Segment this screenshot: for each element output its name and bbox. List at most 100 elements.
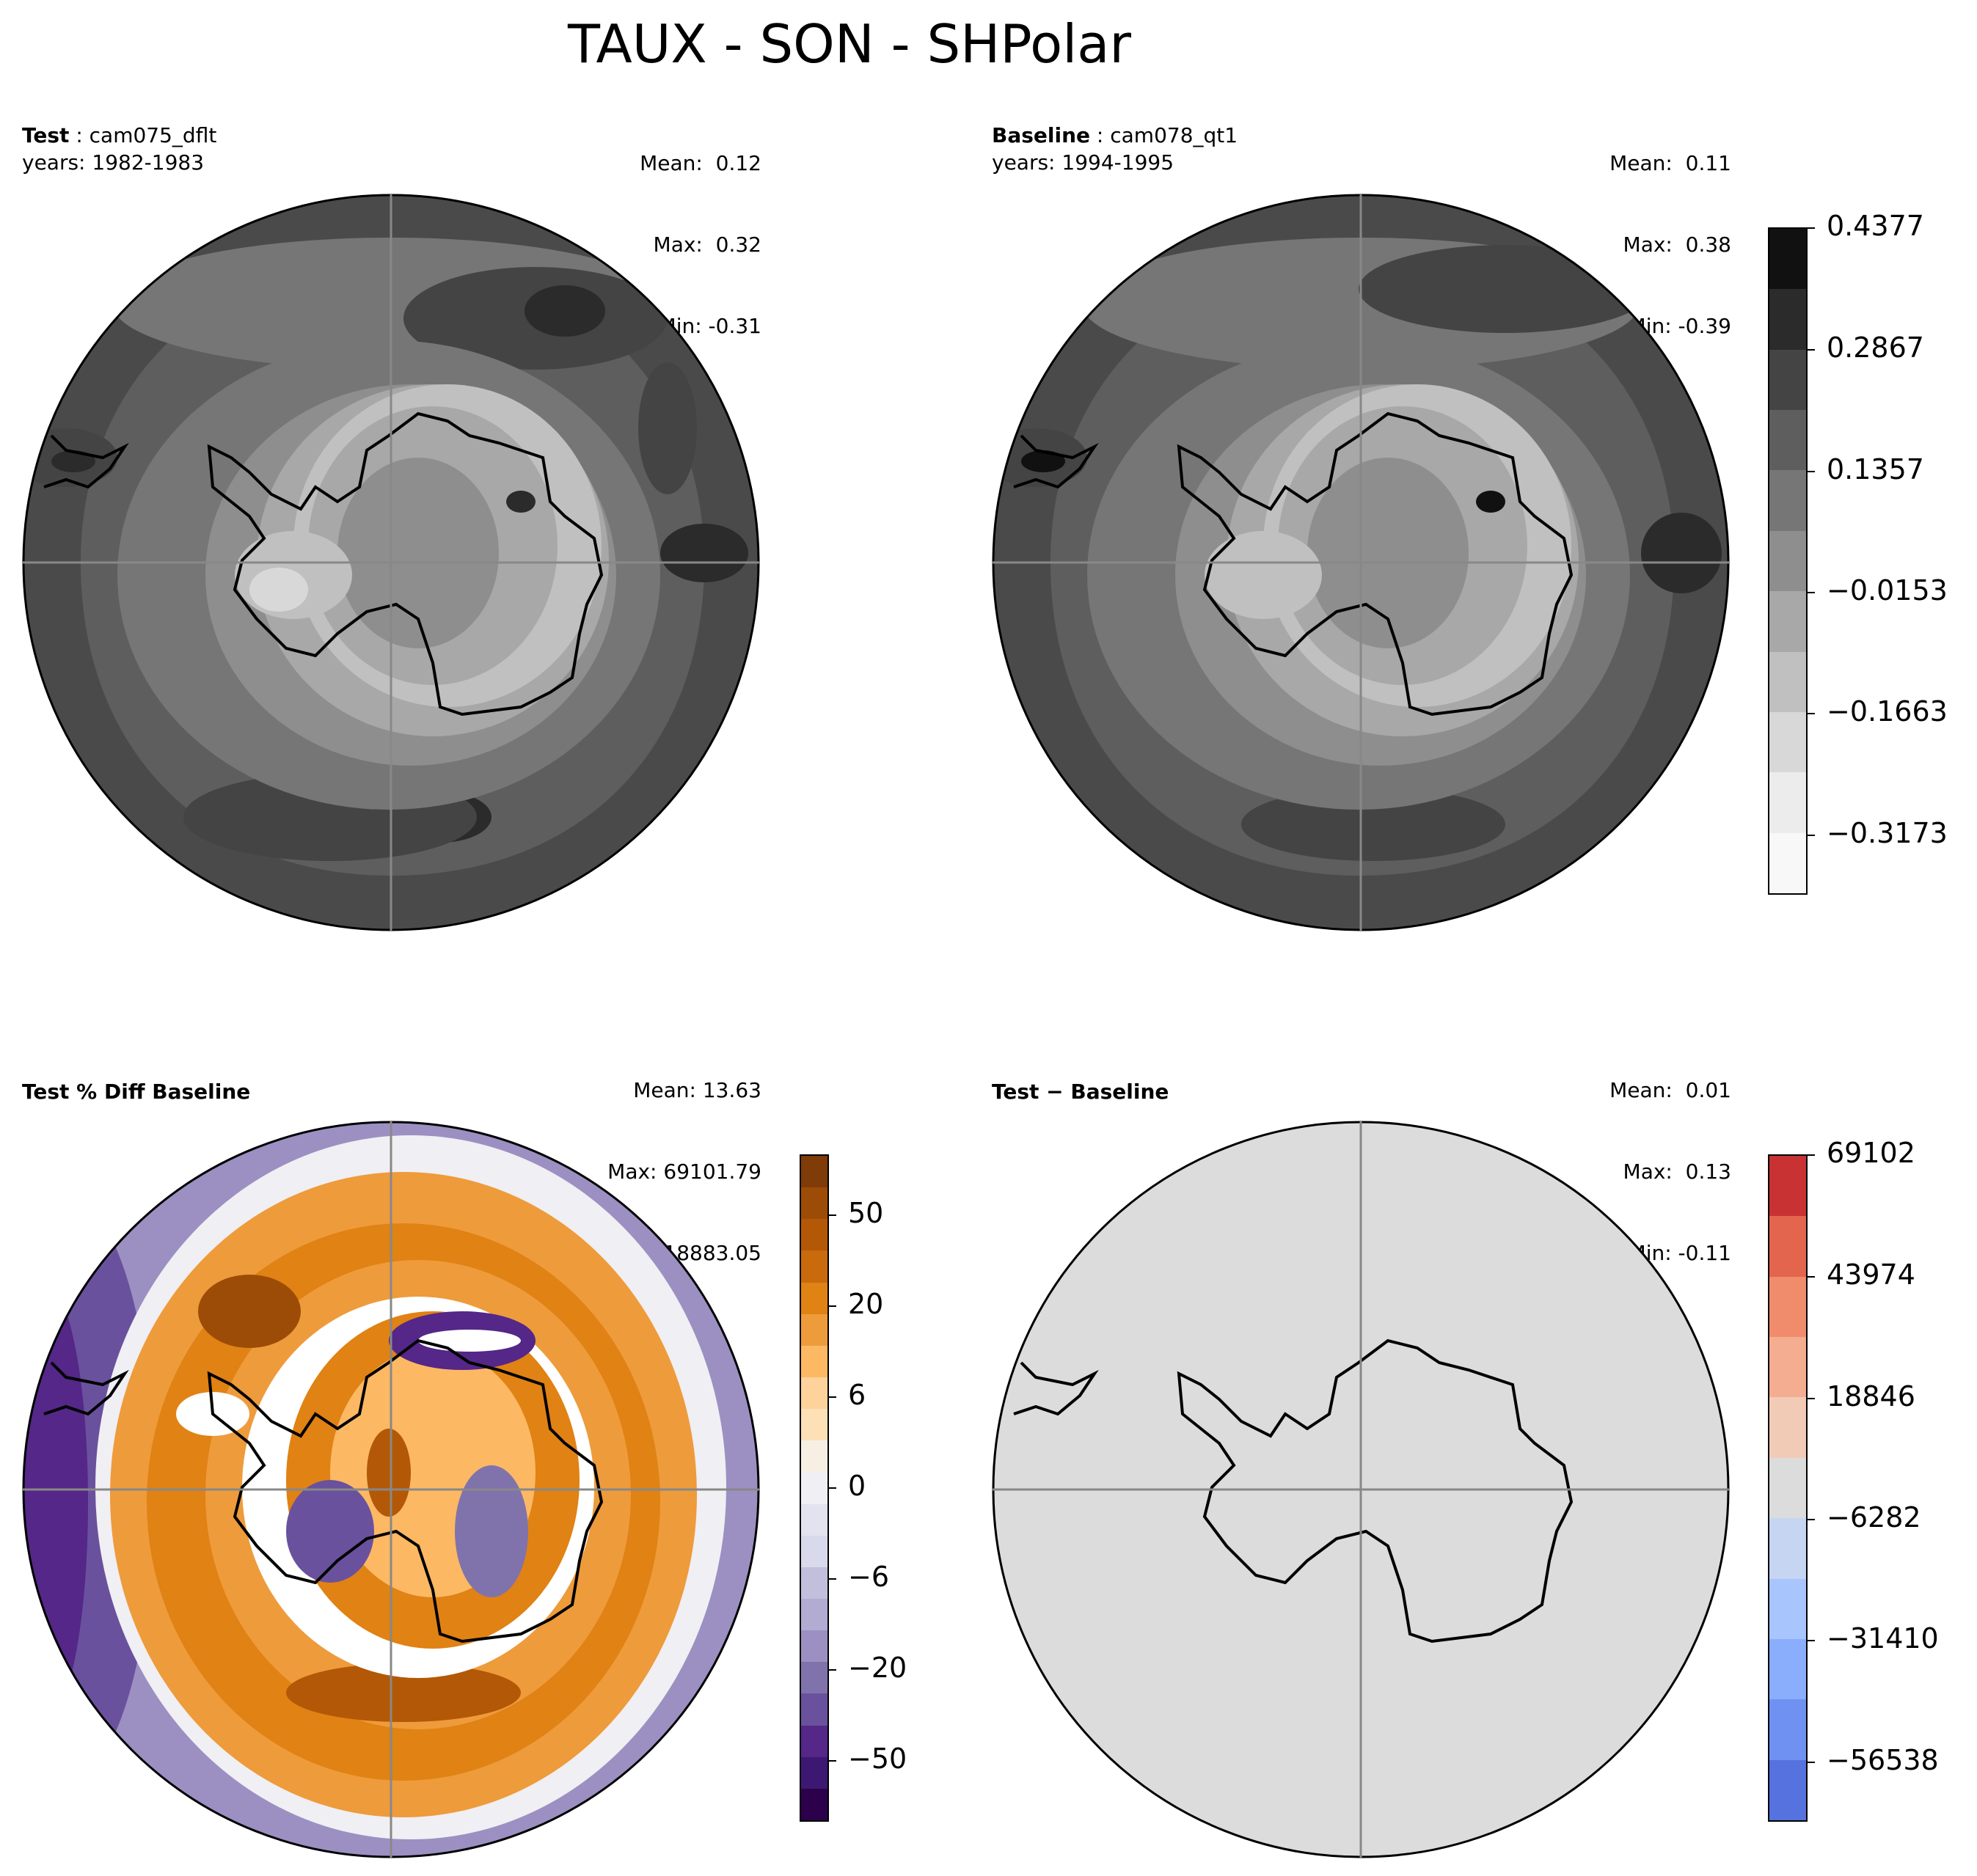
gray-colorbar-band: [1769, 349, 1806, 411]
gray-colorbar-tick-mark: [1808, 349, 1815, 351]
puor-colorbar-band: [801, 1598, 827, 1631]
gray-colorbar-band: [1769, 289, 1806, 350]
coolwarm-colorbar-band: [1769, 1457, 1806, 1519]
coolwarm-colorbar-band: [1769, 1759, 1806, 1820]
gray-colorbar-band: [1769, 470, 1806, 531]
gray-colorbar-tick-mark: [1808, 471, 1815, 472]
baseline-mean: Mean: 0.11: [1609, 151, 1731, 175]
puor-colorbar-tick-mark: [829, 1305, 836, 1307]
puor-colorbar-tick-mark: [829, 1578, 836, 1580]
gray-colorbar-tick-label: 0.4377: [1827, 210, 1924, 242]
gray-colorbar-band: [1769, 832, 1806, 893]
south-america-tip: [43, 434, 129, 489]
puor-colorbar-band: [801, 1282, 827, 1314]
pctdiff-max: Max: 69101.79: [607, 1159, 761, 1184]
coolwarm-colorbar-band: [1769, 1276, 1806, 1338]
puor-colorbar-band: [801, 1345, 827, 1377]
puor-colorbar-band: [801, 1313, 827, 1346]
puor-colorbar-tick-label: 20: [848, 1288, 884, 1320]
puor-colorbar-band: [801, 1662, 827, 1694]
puor-colorbar-tick-label: −20: [848, 1652, 907, 1684]
coolwarm-colorbar: [1768, 1154, 1808, 1822]
puor-colorbar-tick-mark: [829, 1396, 836, 1398]
test-mean: Mean: 0.12: [640, 151, 761, 175]
gray-colorbar-tick-label: 0.1357: [1827, 453, 1924, 486]
test-map: [22, 194, 760, 931]
puor-colorbar-band: [801, 1535, 827, 1567]
puor-colorbar-band: [801, 1725, 827, 1757]
puor-colorbar-band: [801, 1693, 827, 1726]
puor-colorbar-band: [801, 1630, 827, 1663]
puor-colorbar-band: [801, 1187, 827, 1220]
coolwarm-colorbar-tick-mark: [1808, 1154, 1815, 1156]
gray-colorbar-tick-mark: [1808, 835, 1815, 836]
baseline-map: [992, 194, 1730, 931]
puor-colorbar-band: [801, 1567, 827, 1599]
pctdiff-label-bold: Test % Diff Baseline: [22, 1080, 251, 1104]
puor-colorbar-band: [801, 1756, 827, 1789]
puor-colorbar-tick-label: −50: [848, 1743, 907, 1775]
gray-colorbar-tick-mark: [1808, 227, 1815, 229]
baseline-years: years: 1994-1995: [992, 150, 1174, 175]
gray-colorbar-tick-label: −0.0153: [1827, 574, 1948, 607]
diff-label-bold: Test − Baseline: [992, 1080, 1169, 1104]
coolwarm-colorbar-band: [1769, 1156, 1806, 1217]
coolwarm-colorbar-band: [1769, 1518, 1806, 1579]
gray-colorbar-tick-label: 0.2867: [1827, 331, 1924, 364]
puor-colorbar-band: [801, 1377, 827, 1410]
coolwarm-colorbar-tick-label: −56538: [1827, 1744, 1939, 1776]
test-label-name: cam075_dflt: [89, 123, 217, 147]
puor-colorbar-tick-mark: [829, 1760, 836, 1762]
diff-label: Test − Baseline: [992, 1078, 1169, 1105]
gray-colorbar-tick-mark: [1808, 713, 1815, 714]
pctdiff-mean: Mean: 13.63: [633, 1078, 761, 1102]
puor-colorbar-band: [801, 1409, 827, 1441]
baseline-max: Max: 0.38: [1623, 232, 1731, 257]
puor-colorbar-band: [801, 1219, 827, 1251]
diff-stats: Mean: 0.01 Max: 0.13 Min: -0.11: [1609, 1022, 1731, 1294]
test-years: years: 1982-1983: [22, 150, 205, 175]
baseline-label-bold: Baseline: [992, 123, 1091, 147]
coolwarm-colorbar-tick-mark: [1808, 1398, 1815, 1399]
coolwarm-colorbar-tick-label: 43974: [1827, 1258, 1915, 1291]
gray-colorbar-tick-mark: [1808, 592, 1815, 593]
gray-colorbar-band: [1769, 591, 1806, 652]
coolwarm-colorbar-band: [1769, 1699, 1806, 1760]
test-label: Test : cam075_dflt years: 1982-1983: [22, 123, 217, 175]
gray-colorbar-band: [1769, 530, 1806, 592]
puor-colorbar-band: [801, 1503, 827, 1536]
test-max: Max: 0.32: [653, 232, 761, 257]
puor-colorbar-tick-mark: [829, 1487, 836, 1489]
figure-title: TAUX - SON - SHPolar: [568, 13, 1131, 75]
coolwarm-colorbar-band: [1769, 1337, 1806, 1398]
diff-max: Max: 0.13: [1623, 1159, 1731, 1184]
antarctica-coastline: [207, 411, 604, 717]
puor-colorbar-band: [801, 1472, 827, 1504]
gray-colorbar: [1768, 227, 1808, 895]
coolwarm-colorbar-tick-label: 69102: [1827, 1137, 1915, 1169]
puor-colorbar-tick-label: 0: [848, 1470, 866, 1502]
gray-colorbar-band: [1769, 772, 1806, 833]
gray-colorbar-band: [1769, 410, 1806, 471]
coolwarm-colorbar-band: [1769, 1397, 1806, 1458]
coolwarm-colorbar-band: [1769, 1216, 1806, 1277]
gray-colorbar-tick-label: −0.1663: [1827, 695, 1948, 728]
coolwarm-colorbar-tick-mark: [1808, 1762, 1815, 1763]
coolwarm-colorbar-tick-mark: [1808, 1276, 1815, 1278]
baseline-label: Baseline : cam078_qt1 years: 1994-1995: [992, 123, 1238, 175]
puor-colorbar-band: [801, 1156, 827, 1188]
coolwarm-colorbar-tick-label: −31410: [1827, 1622, 1939, 1655]
puor-colorbar-tick-label: −6: [848, 1561, 890, 1593]
coolwarm-colorbar-tick-mark: [1808, 1519, 1815, 1520]
pctdiff-label: Test % Diff Baseline: [22, 1078, 250, 1105]
puor-colorbar-band: [801, 1440, 827, 1473]
puor-colorbar-tick-label: 50: [848, 1197, 884, 1229]
diff-mean: Mean: 0.01: [1609, 1078, 1731, 1102]
puor-colorbar-tick-mark: [829, 1669, 836, 1671]
puor-colorbar-tick-label: 6: [848, 1379, 866, 1411]
coolwarm-colorbar-tick-label: 18846: [1827, 1380, 1915, 1413]
puor-colorbar-tick-mark: [829, 1214, 836, 1216]
gray-colorbar-band: [1769, 651, 1806, 712]
gray-colorbar-band: [1769, 711, 1806, 773]
diff-map: [992, 1121, 1730, 1858]
